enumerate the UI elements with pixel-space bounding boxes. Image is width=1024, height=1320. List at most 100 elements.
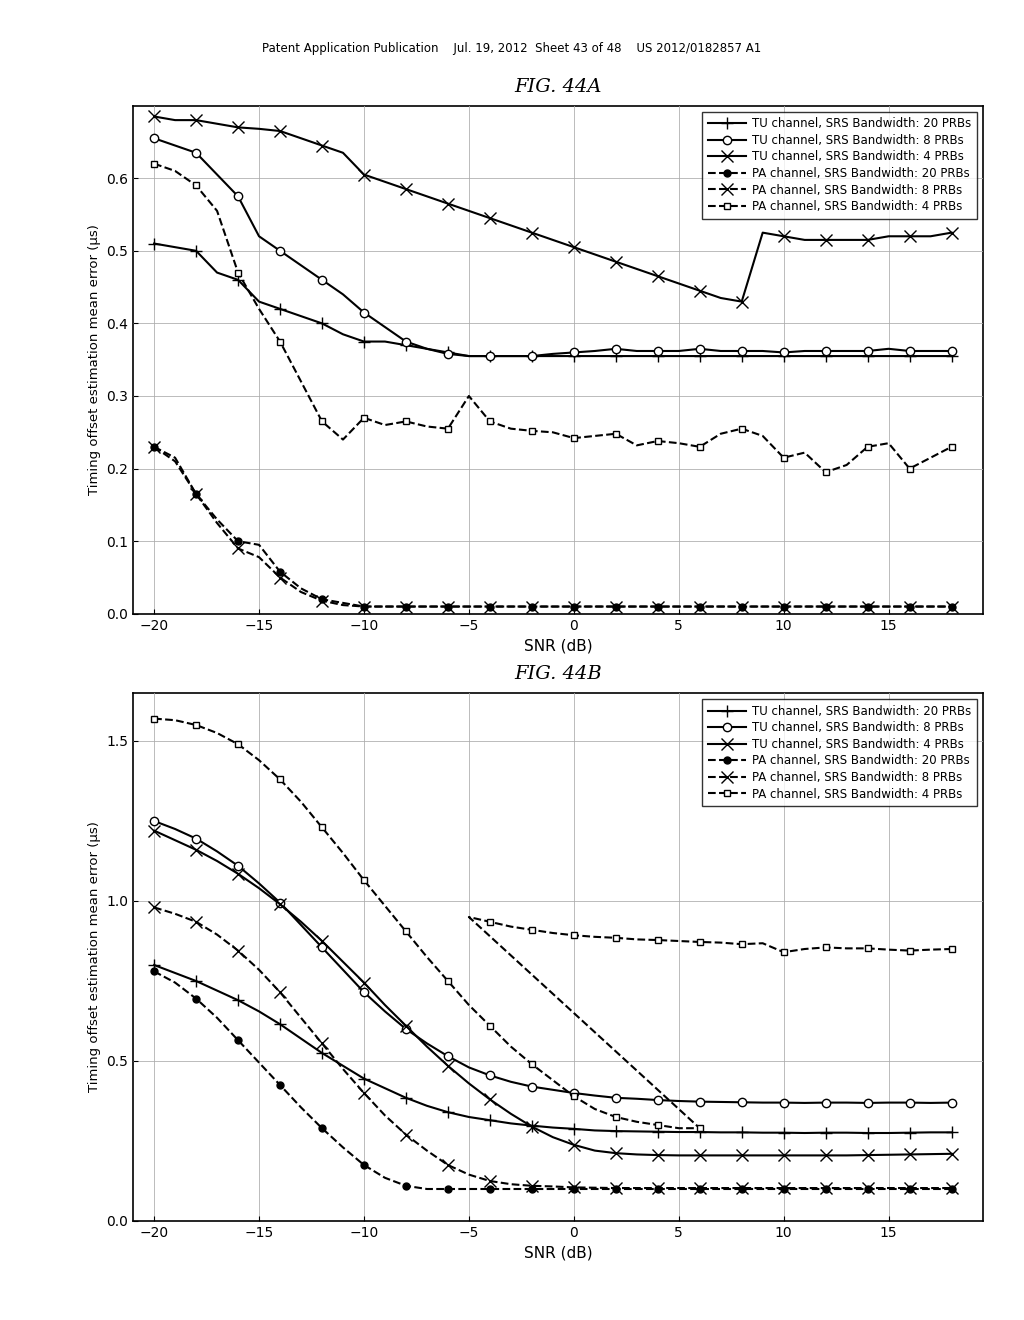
TU channel, SRS Bandwidth: 8 PRBs: (-17, 0.605): 8 PRBs: (-17, 0.605) (211, 166, 223, 182)
PA channel, SRS Bandwidth: 20 PRBs: (-13, 0.355): 20 PRBs: (-13, 0.355) (295, 1100, 307, 1115)
PA channel, SRS Bandwidth: 8 PRBs: (-14, 0.05): 8 PRBs: (-14, 0.05) (273, 570, 286, 586)
PA channel, SRS Bandwidth: 4 PRBs: (-8, 0.265): 4 PRBs: (-8, 0.265) (399, 413, 412, 429)
TU channel, SRS Bandwidth: 8 PRBs: (4, 0.378): 8 PRBs: (4, 0.378) (651, 1092, 664, 1107)
Line: PA channel, SRS Bandwidth: 20 PRBs: PA channel, SRS Bandwidth: 20 PRBs (151, 968, 955, 1192)
TU channel, SRS Bandwidth: 20 PRBs: (3, 0.355): 20 PRBs: (3, 0.355) (631, 348, 643, 364)
PA channel, SRS Bandwidth: 4 PRBs: (-1, 0.25): 4 PRBs: (-1, 0.25) (547, 425, 559, 441)
TU channel, SRS Bandwidth: 4 PRBs: (-13, 0.655): 4 PRBs: (-13, 0.655) (295, 131, 307, 147)
PA channel, SRS Bandwidth: 4 PRBs: (15, 0.235): 4 PRBs: (15, 0.235) (883, 436, 895, 451)
TU channel, SRS Bandwidth: 20 PRBs: (-13, 0.41): 20 PRBs: (-13, 0.41) (295, 308, 307, 323)
TU channel, SRS Bandwidth: 4 PRBs: (7, 0.435): 4 PRBs: (7, 0.435) (715, 290, 727, 306)
TU channel, SRS Bandwidth: 4 PRBs: (-2, 0.295): 4 PRBs: (-2, 0.295) (525, 1118, 538, 1134)
TU channel, SRS Bandwidth: 8 PRBs: (-1, 0.358): 8 PRBs: (-1, 0.358) (547, 346, 559, 362)
PA channel, SRS Bandwidth: 20 PRBs: (9, 0.01): 20 PRBs: (9, 0.01) (757, 599, 769, 615)
TU channel, SRS Bandwidth: 20 PRBs: (14, 0.355): 20 PRBs: (14, 0.355) (861, 348, 873, 364)
TU channel, SRS Bandwidth: 8 PRBs: (-8, 0.6): 8 PRBs: (-8, 0.6) (399, 1022, 412, 1038)
TU channel, SRS Bandwidth: 8 PRBs: (18, 0.362): 8 PRBs: (18, 0.362) (945, 343, 957, 359)
PA channel, SRS Bandwidth: 8 PRBs: (7, 0.103): 8 PRBs: (7, 0.103) (715, 1180, 727, 1196)
PA channel, SRS Bandwidth: 8 PRBs: (10, 0.103): 8 PRBs: (10, 0.103) (777, 1180, 790, 1196)
PA channel, SRS Bandwidth: 4 PRBs: (18, 0.85): 4 PRBs: (18, 0.85) (945, 941, 957, 957)
PA channel, SRS Bandwidth: 20 PRBs: (8, 0.1): 20 PRBs: (8, 0.1) (735, 1181, 748, 1197)
PA channel, SRS Bandwidth: 8 PRBs: (17, 0.01): 8 PRBs: (17, 0.01) (925, 599, 937, 615)
TU channel, SRS Bandwidth: 8 PRBs: (0, 0.4): 8 PRBs: (0, 0.4) (567, 1085, 580, 1101)
TU channel, SRS Bandwidth: 8 PRBs: (2, 0.385): 8 PRBs: (2, 0.385) (609, 1090, 622, 1106)
PA channel, SRS Bandwidth: 8 PRBs: (6, 0.103): 8 PRBs: (6, 0.103) (693, 1180, 706, 1196)
PA channel, SRS Bandwidth: 4 PRBs: (-14, 0.375): 4 PRBs: (-14, 0.375) (273, 334, 286, 350)
TU channel, SRS Bandwidth: 8 PRBs: (6, 0.373): 8 PRBs: (6, 0.373) (693, 1094, 706, 1110)
PA channel, SRS Bandwidth: 20 PRBs: (-2, 0.01): 20 PRBs: (-2, 0.01) (525, 599, 538, 615)
PA channel, SRS Bandwidth: 20 PRBs: (-5, 0.01): 20 PRBs: (-5, 0.01) (463, 599, 475, 615)
TU channel, SRS Bandwidth: 4 PRBs: (14, 0.206): 4 PRBs: (14, 0.206) (861, 1147, 873, 1163)
TU channel, SRS Bandwidth: 8 PRBs: (-10, 0.715): 8 PRBs: (-10, 0.715) (357, 985, 370, 1001)
TU channel, SRS Bandwidth: 4 PRBs: (-6, 0.485): 4 PRBs: (-6, 0.485) (441, 1057, 454, 1073)
TU channel, SRS Bandwidth: 4 PRBs: (-10, 0.605): 4 PRBs: (-10, 0.605) (357, 166, 370, 182)
TU channel, SRS Bandwidth: 8 PRBs: (-19, 0.645): 8 PRBs: (-19, 0.645) (169, 137, 181, 153)
PA channel, SRS Bandwidth: 20 PRBs: (-6, 0.1): 20 PRBs: (-6, 0.1) (441, 1181, 454, 1197)
TU channel, SRS Bandwidth: 20 PRBs: (16, 0.355): 20 PRBs: (16, 0.355) (903, 348, 915, 364)
TU channel, SRS Bandwidth: 4 PRBs: (-1, 0.515): 4 PRBs: (-1, 0.515) (547, 232, 559, 248)
Legend: TU channel, SRS Bandwidth: 20 PRBs, TU channel, SRS Bandwidth: 8 PRBs, TU channe: TU channel, SRS Bandwidth: 20 PRBs, TU c… (702, 698, 977, 807)
TU channel, SRS Bandwidth: 20 PRBs: (-2, 0.298): 20 PRBs: (-2, 0.298) (525, 1118, 538, 1134)
PA channel, SRS Bandwidth: 8 PRBs: (-4, 0.125): 8 PRBs: (-4, 0.125) (483, 1173, 496, 1189)
TU channel, SRS Bandwidth: 8 PRBs: (-5, 0.48): 8 PRBs: (-5, 0.48) (463, 1060, 475, 1076)
TU channel, SRS Bandwidth: 8 PRBs: (-7, 0.365): 8 PRBs: (-7, 0.365) (421, 341, 433, 356)
PA channel, SRS Bandwidth: 8 PRBs: (11, 0.103): 8 PRBs: (11, 0.103) (799, 1180, 811, 1196)
PA channel, SRS Bandwidth: 20 PRBs: (-16, 0.565): 20 PRBs: (-16, 0.565) (231, 1032, 244, 1048)
TU channel, SRS Bandwidth: 8 PRBs: (-4, 0.455): 8 PRBs: (-4, 0.455) (483, 1068, 496, 1084)
PA channel, SRS Bandwidth: 4 PRBs: (6, 0.23): 4 PRBs: (6, 0.23) (693, 438, 706, 454)
TU channel, SRS Bandwidth: 4 PRBs: (-1, 0.262): 4 PRBs: (-1, 0.262) (547, 1129, 559, 1144)
TU channel, SRS Bandwidth: 20 PRBs: (10, 0.276): 20 PRBs: (10, 0.276) (777, 1125, 790, 1140)
TU channel, SRS Bandwidth: 4 PRBs: (2, 0.485): 4 PRBs: (2, 0.485) (609, 253, 622, 269)
TU channel, SRS Bandwidth: 20 PRBs: (-4, 0.355): 20 PRBs: (-4, 0.355) (483, 348, 496, 364)
PA channel, SRS Bandwidth: 20 PRBs: (12, 0.01): 20 PRBs: (12, 0.01) (819, 599, 831, 615)
TU channel, SRS Bandwidth: 4 PRBs: (15, 0.52): 4 PRBs: (15, 0.52) (883, 228, 895, 244)
TU channel, SRS Bandwidth: 4 PRBs: (7, 0.205): 4 PRBs: (7, 0.205) (715, 1147, 727, 1163)
PA channel, SRS Bandwidth: 20 PRBs: (-19, 0.21): 20 PRBs: (-19, 0.21) (169, 453, 181, 469)
Line: PA channel, SRS Bandwidth: 8 PRBs: PA channel, SRS Bandwidth: 8 PRBs (148, 441, 957, 612)
PA channel, SRS Bandwidth: 20 PRBs: (-5, 0.1): 20 PRBs: (-5, 0.1) (463, 1181, 475, 1197)
TU channel, SRS Bandwidth: 20 PRBs: (-12, 0.4): 20 PRBs: (-12, 0.4) (315, 315, 328, 331)
TU channel, SRS Bandwidth: 4 PRBs: (-5, 0.555): 4 PRBs: (-5, 0.555) (463, 203, 475, 219)
PA channel, SRS Bandwidth: 20 PRBs: (-20, 0.78): 20 PRBs: (-20, 0.78) (147, 964, 160, 979)
TU channel, SRS Bandwidth: 8 PRBs: (-12, 0.46): 8 PRBs: (-12, 0.46) (315, 272, 328, 288)
TU channel, SRS Bandwidth: 4 PRBs: (-12, 0.875): 4 PRBs: (-12, 0.875) (315, 933, 328, 949)
TU channel, SRS Bandwidth: 8 PRBs: (-17, 1.16): 8 PRBs: (-17, 1.16) (211, 843, 223, 859)
TU channel, SRS Bandwidth: 4 PRBs: (16, 0.208): 4 PRBs: (16, 0.208) (903, 1147, 915, 1163)
TU channel, SRS Bandwidth: 8 PRBs: (-15, 0.52): 8 PRBs: (-15, 0.52) (253, 228, 265, 244)
PA channel, SRS Bandwidth: 4 PRBs: (-9, 0.985): 4 PRBs: (-9, 0.985) (379, 898, 391, 913)
PA channel, SRS Bandwidth: 4 PRBs: (-9, 0.26): 4 PRBs: (-9, 0.26) (379, 417, 391, 433)
TU channel, SRS Bandwidth: 4 PRBs: (10, 0.52): 4 PRBs: (10, 0.52) (777, 228, 790, 244)
TU channel, SRS Bandwidth: 4 PRBs: (-15, 0.668): 4 PRBs: (-15, 0.668) (253, 121, 265, 137)
TU channel, SRS Bandwidth: 20 PRBs: (9, 0.355): 20 PRBs: (9, 0.355) (757, 348, 769, 364)
TU channel, SRS Bandwidth: 20 PRBs: (-13, 0.57): 20 PRBs: (-13, 0.57) (295, 1031, 307, 1047)
PA channel, SRS Bandwidth: 8 PRBs: (17, 0.103): 8 PRBs: (17, 0.103) (925, 1180, 937, 1196)
PA channel, SRS Bandwidth: 4 PRBs: (-11, 0.24): 4 PRBs: (-11, 0.24) (337, 432, 349, 447)
TU channel, SRS Bandwidth: 4 PRBs: (17, 0.209): 4 PRBs: (17, 0.209) (925, 1146, 937, 1162)
PA channel, SRS Bandwidth: 8 PRBs: (3, 0.01): 8 PRBs: (3, 0.01) (631, 599, 643, 615)
TU channel, SRS Bandwidth: 8 PRBs: (-13, 0.48): 8 PRBs: (-13, 0.48) (295, 257, 307, 273)
PA channel, SRS Bandwidth: 20 PRBs: (-8, 0.01): 20 PRBs: (-8, 0.01) (399, 599, 412, 615)
TU channel, SRS Bandwidth: 20 PRBs: (11, 0.275): 20 PRBs: (11, 0.275) (799, 1125, 811, 1140)
TU channel, SRS Bandwidth: 4 PRBs: (-5, 0.43): 4 PRBs: (-5, 0.43) (463, 1076, 475, 1092)
PA channel, SRS Bandwidth: 20 PRBs: (5, 0.1): 20 PRBs: (5, 0.1) (673, 1181, 685, 1197)
PA channel, SRS Bandwidth: 8 PRBs: (5, 0.103): 8 PRBs: (5, 0.103) (673, 1180, 685, 1196)
PA channel, SRS Bandwidth: 4 PRBs: (-7, 0.258): 4 PRBs: (-7, 0.258) (421, 418, 433, 434)
PA channel, SRS Bandwidth: 20 PRBs: (7, 0.01): 20 PRBs: (7, 0.01) (715, 599, 727, 615)
Line: PA channel, SRS Bandwidth: 20 PRBs: PA channel, SRS Bandwidth: 20 PRBs (151, 444, 955, 610)
TU channel, SRS Bandwidth: 4 PRBs: (9, 0.205): 4 PRBs: (9, 0.205) (757, 1147, 769, 1163)
PA channel, SRS Bandwidth: 8 PRBs: (-9, 0.01): 8 PRBs: (-9, 0.01) (379, 599, 391, 615)
PA channel, SRS Bandwidth: 8 PRBs: (-17, 0.125): 8 PRBs: (-17, 0.125) (211, 515, 223, 531)
PA channel, SRS Bandwidth: 20 PRBs: (-6, 0.01): 20 PRBs: (-6, 0.01) (441, 599, 454, 615)
TU channel, SRS Bandwidth: 4 PRBs: (-15, 1.04): 4 PRBs: (-15, 1.04) (253, 880, 265, 896)
TU channel, SRS Bandwidth: 4 PRBs: (18, 0.525): 4 PRBs: (18, 0.525) (945, 224, 957, 240)
PA channel, SRS Bandwidth: 8 PRBs: (11, 0.01): 8 PRBs: (11, 0.01) (799, 599, 811, 615)
PA channel, SRS Bandwidth: 20 PRBs: (-14, 0.058): 20 PRBs: (-14, 0.058) (273, 564, 286, 579)
TU channel, SRS Bandwidth: 4 PRBs: (-14, 0.665): 4 PRBs: (-14, 0.665) (273, 123, 286, 139)
PA channel, SRS Bandwidth: 20 PRBs: (-10, 0.01): 20 PRBs: (-10, 0.01) (357, 599, 370, 615)
PA channel, SRS Bandwidth: 20 PRBs: (15, 0.01): 20 PRBs: (15, 0.01) (883, 599, 895, 615)
TU channel, SRS Bandwidth: 20 PRBs: (-16, 0.46): 20 PRBs: (-16, 0.46) (231, 272, 244, 288)
PA channel, SRS Bandwidth: 8 PRBs: (15, 0.01): 8 PRBs: (15, 0.01) (883, 599, 895, 615)
PA channel, SRS Bandwidth: 20 PRBs: (16, 0.1): 20 PRBs: (16, 0.1) (903, 1181, 915, 1197)
Line: PA channel, SRS Bandwidth: 4 PRBs: PA channel, SRS Bandwidth: 4 PRBs (151, 715, 955, 1131)
TU channel, SRS Bandwidth: 8 PRBs: (1, 0.392): 8 PRBs: (1, 0.392) (589, 1088, 601, 1104)
